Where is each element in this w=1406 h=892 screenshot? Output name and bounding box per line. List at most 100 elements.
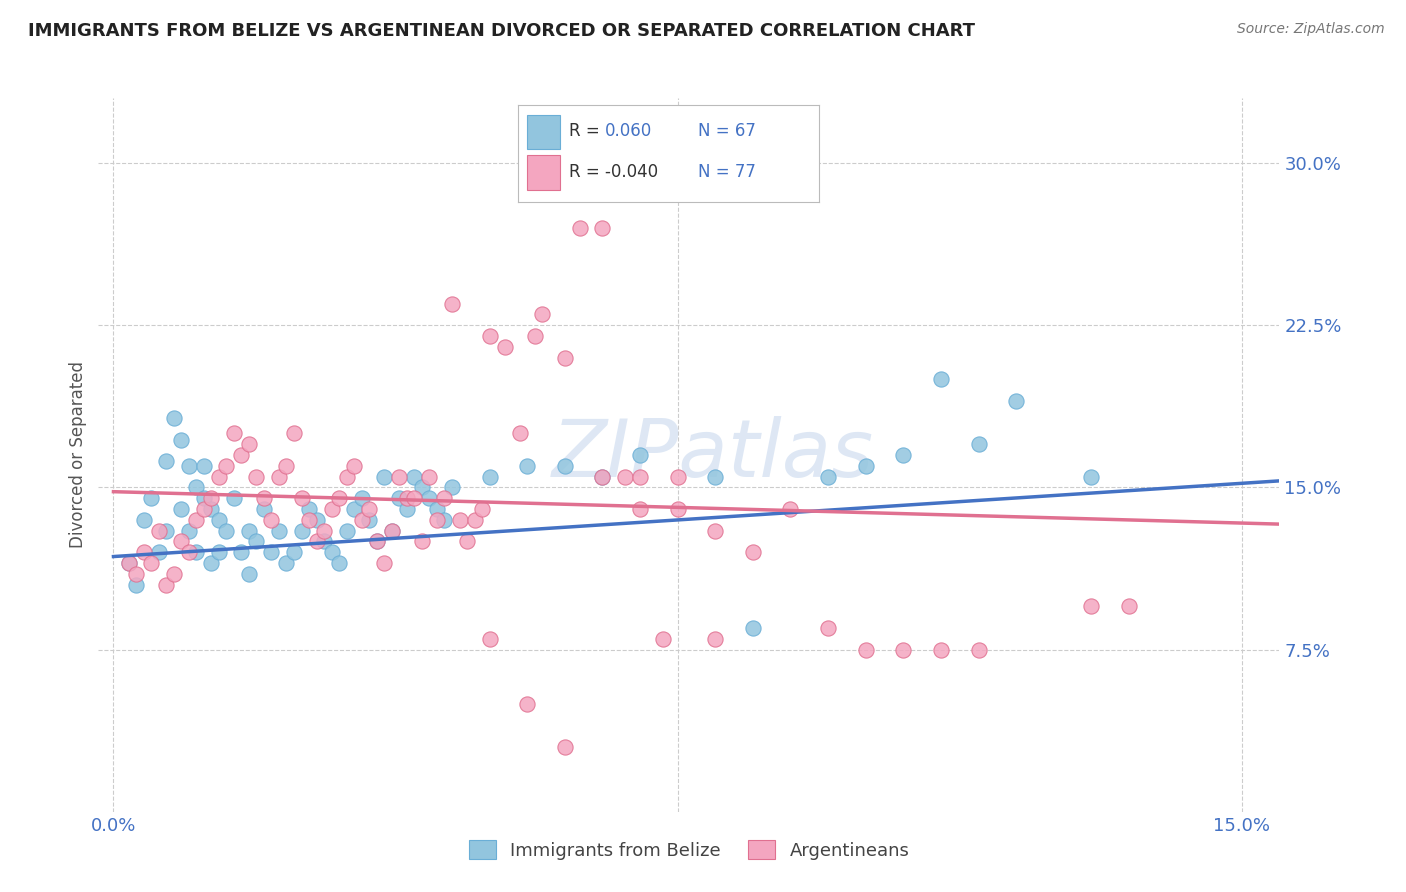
Point <box>231 545 253 559</box>
Point <box>817 621 839 635</box>
Point <box>967 437 990 451</box>
Point <box>283 545 305 559</box>
Point <box>193 491 215 505</box>
Point <box>177 524 200 538</box>
Point <box>433 513 456 527</box>
Point <box>478 329 501 343</box>
Point <box>222 491 245 505</box>
Point <box>155 524 177 538</box>
Point <box>238 524 260 538</box>
Point <box>222 426 245 441</box>
Point <box>290 524 312 538</box>
Point <box>155 454 177 468</box>
Point <box>704 632 727 646</box>
Point <box>373 469 395 483</box>
Point <box>350 513 373 527</box>
Point <box>148 545 170 559</box>
Point <box>238 566 260 581</box>
Point <box>343 458 366 473</box>
Point <box>516 697 538 711</box>
Point <box>208 469 231 483</box>
Point <box>666 469 689 483</box>
Point <box>591 469 613 483</box>
Point <box>741 621 763 635</box>
Point <box>260 545 283 559</box>
Point <box>163 411 186 425</box>
Point <box>125 566 148 581</box>
Point <box>704 524 727 538</box>
Point <box>426 513 449 527</box>
Point <box>554 458 576 473</box>
Point <box>628 502 651 516</box>
Point <box>177 545 200 559</box>
Point <box>855 458 877 473</box>
Point <box>531 307 554 321</box>
Point <box>200 491 222 505</box>
Point <box>186 545 208 559</box>
Point <box>1118 599 1140 614</box>
Point <box>478 469 501 483</box>
Point <box>666 502 689 516</box>
Point <box>276 556 298 570</box>
Point <box>433 491 456 505</box>
Point <box>779 502 801 516</box>
Point <box>464 513 486 527</box>
Point <box>967 642 990 657</box>
Point <box>651 632 673 646</box>
Point <box>388 469 411 483</box>
Point <box>267 469 290 483</box>
Point <box>125 577 148 591</box>
Point <box>516 458 538 473</box>
Point <box>298 502 321 516</box>
Point <box>186 513 208 527</box>
Point <box>449 513 471 527</box>
Point <box>404 491 426 505</box>
Point <box>1080 599 1102 614</box>
Point <box>591 220 613 235</box>
Text: ZIPatlas: ZIPatlas <box>551 416 873 494</box>
Point <box>215 524 238 538</box>
Point <box>200 556 222 570</box>
Point <box>411 534 433 549</box>
Point <box>471 502 494 516</box>
Point <box>238 437 260 451</box>
Text: Source: ZipAtlas.com: Source: ZipAtlas.com <box>1237 22 1385 37</box>
Point <box>155 577 177 591</box>
Point <box>456 534 478 549</box>
Point <box>614 469 637 483</box>
Point <box>328 556 350 570</box>
Point <box>253 502 276 516</box>
Point <box>704 469 727 483</box>
Point <box>245 469 267 483</box>
Point <box>193 502 215 516</box>
Point <box>1005 393 1028 408</box>
Point <box>321 502 343 516</box>
Point <box>208 545 231 559</box>
Point <box>628 469 651 483</box>
Point <box>404 469 426 483</box>
Point <box>314 534 336 549</box>
Point <box>336 469 359 483</box>
Point <box>373 556 395 570</box>
Point <box>418 469 440 483</box>
Text: IMMIGRANTS FROM BELIZE VS ARGENTINEAN DIVORCED OR SEPARATED CORRELATION CHART: IMMIGRANTS FROM BELIZE VS ARGENTINEAN DI… <box>28 22 976 40</box>
Point <box>231 448 253 462</box>
Point <box>418 491 440 505</box>
Point <box>381 524 404 538</box>
Point <box>359 513 381 527</box>
Point <box>328 491 350 505</box>
Point <box>170 534 193 549</box>
Point <box>314 524 336 538</box>
Point <box>426 502 449 516</box>
Point <box>267 524 290 538</box>
Point <box>388 491 411 505</box>
Point <box>817 469 839 483</box>
Point <box>177 458 200 473</box>
Point <box>395 502 418 516</box>
Point <box>170 433 193 447</box>
Point <box>628 448 651 462</box>
Point <box>478 632 501 646</box>
Point <box>186 480 208 494</box>
Point <box>132 545 155 559</box>
Point <box>200 502 222 516</box>
